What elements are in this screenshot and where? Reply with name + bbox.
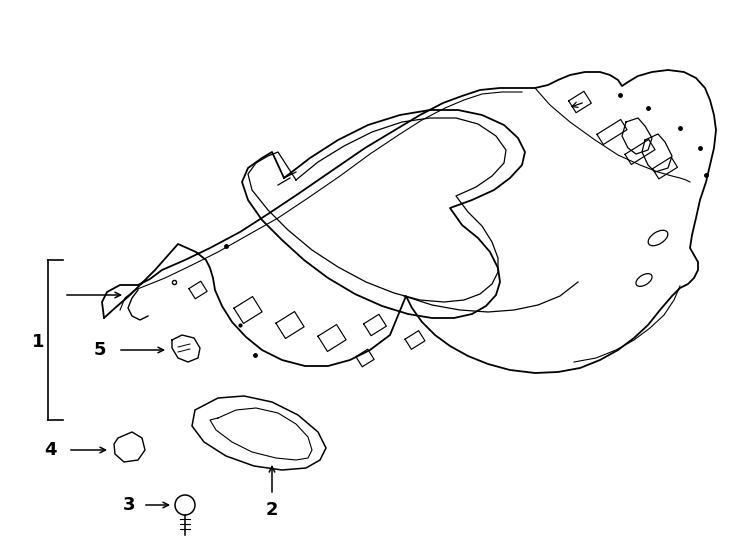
Text: 4: 4 <box>44 441 57 459</box>
Text: 1: 1 <box>32 333 44 351</box>
Text: 5: 5 <box>94 341 106 359</box>
Polygon shape <box>192 396 326 470</box>
Text: 2: 2 <box>266 501 278 519</box>
Polygon shape <box>114 432 145 462</box>
Text: 3: 3 <box>123 496 135 514</box>
